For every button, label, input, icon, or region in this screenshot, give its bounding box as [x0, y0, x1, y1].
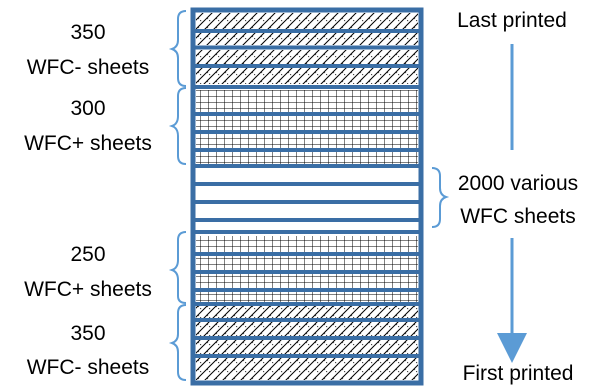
sheet-band	[196, 274, 418, 288]
stack-group-wfc-plus-top	[196, 90, 418, 164]
brace-group-2	[168, 87, 187, 165]
sheet-band	[196, 50, 418, 64]
stack-group-wfc-minus-top	[196, 13, 418, 84]
group-3-count: 2000 various	[458, 172, 578, 195]
sheet-band	[196, 33, 418, 45]
sheet-band	[196, 306, 418, 318]
sheet-band	[196, 340, 418, 354]
sheet-band	[196, 204, 418, 218]
stack-group-wfc-plus-bottom	[196, 236, 418, 302]
group-2-kind: WFC+ sheets	[24, 132, 152, 155]
last-printed-label: Last printed	[457, 9, 567, 32]
sheet-band	[196, 134, 418, 148]
group-4-kind: WFC+ sheets	[24, 278, 152, 301]
stack-group-wfc-minus-bottom	[196, 306, 418, 380]
group-5-count: 350	[70, 322, 105, 345]
stack-group-various	[196, 168, 418, 218]
group-5-kind: WFC- sheets	[27, 356, 150, 379]
sheet-band	[196, 358, 418, 380]
first-printed-label: First printed	[463, 362, 574, 385]
sheet-band	[196, 292, 418, 302]
group-3-kind: WFC sheets	[460, 205, 576, 228]
sheet-band	[196, 168, 418, 182]
left-braces	[168, 10, 187, 381]
sheet-band	[196, 90, 418, 112]
brace-group-1	[168, 10, 187, 87]
sheet-separators	[193, 29, 421, 358]
sheet-band	[196, 322, 418, 336]
sheet-band	[196, 116, 418, 130]
brace-group-3	[431, 167, 450, 228]
group-1-kind: WFC- sheets	[27, 56, 150, 79]
brace-group-4	[168, 231, 187, 304]
sheet-band	[196, 256, 418, 270]
group-2-count: 300	[70, 97, 105, 120]
sheet-band	[196, 13, 418, 29]
brace-group-5	[168, 304, 187, 381]
sheet-band	[196, 186, 418, 200]
group-4-count: 250	[70, 243, 105, 266]
sheet-band	[196, 236, 418, 252]
sheet-band	[196, 152, 418, 164]
sheet-band	[196, 68, 418, 84]
group-1-count: 350	[70, 21, 105, 44]
